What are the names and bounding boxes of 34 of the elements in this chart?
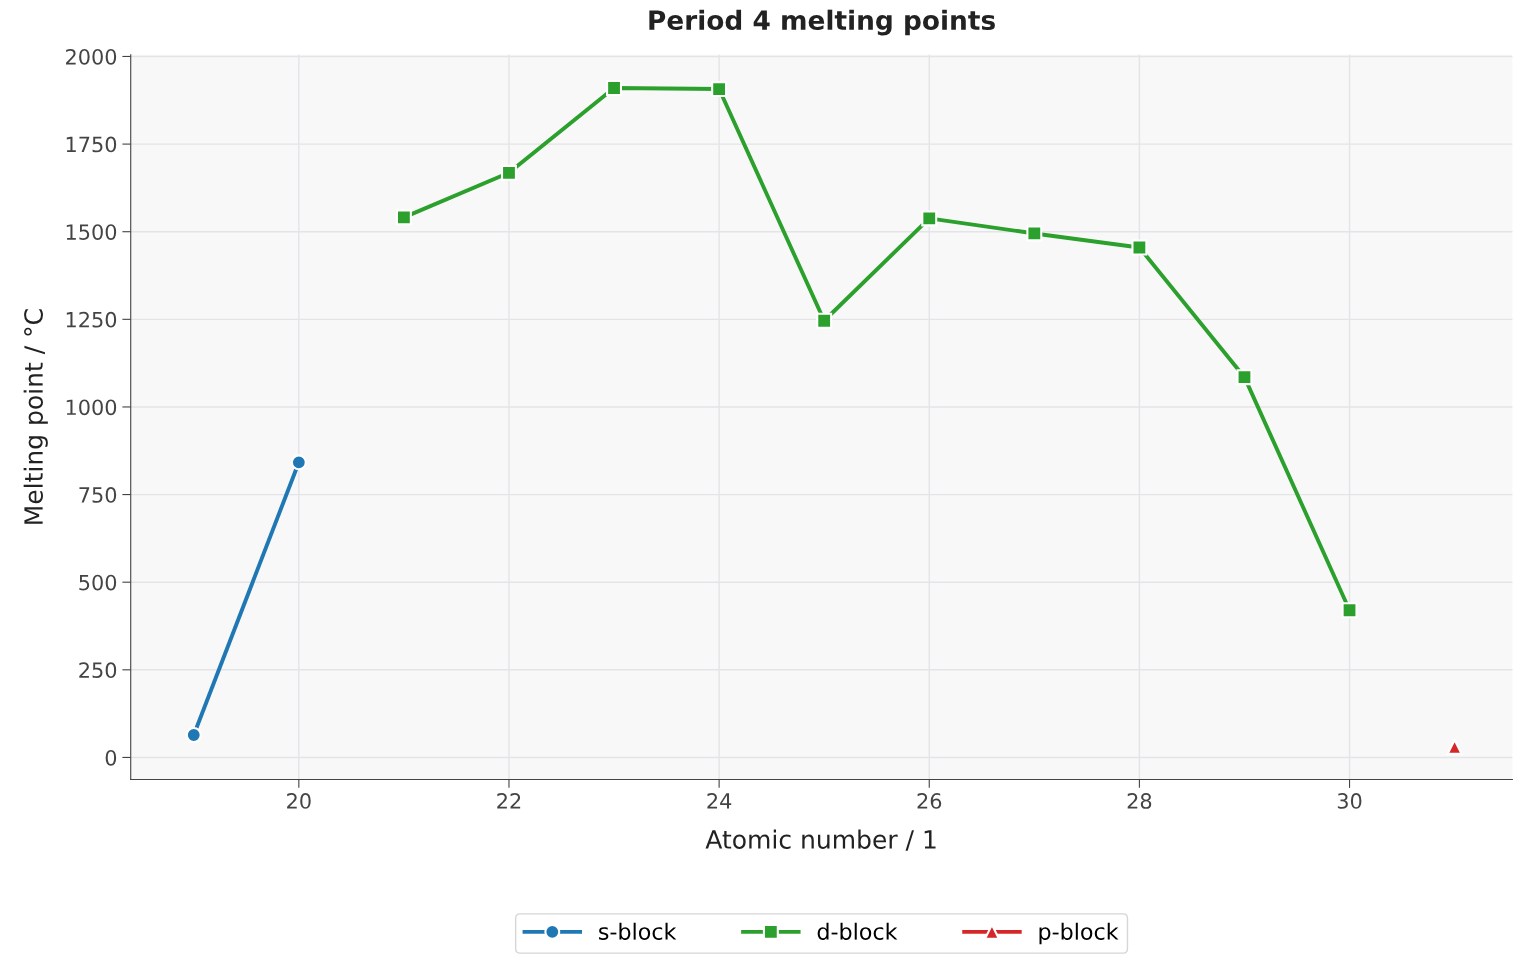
point (1236, 369, 1253, 386)
y-tick-label: 1000 (66, 399, 117, 416)
y-tick-label: 500 (79, 574, 117, 591)
point (1026, 225, 1043, 242)
point (711, 81, 728, 98)
x-axis-title: Atomic number / 1 (705, 829, 936, 851)
point (185, 727, 202, 743)
point (500, 164, 517, 181)
x-tick-label: 24 (707, 793, 732, 809)
y-tick-label: 2000 (66, 48, 117, 65)
x-tick-label: 20 (287, 793, 311, 809)
point (290, 454, 307, 471)
legend-label: s-block (599, 922, 677, 940)
legend-label: d-block (817, 922, 898, 940)
x-tick-label: 28 (1127, 793, 1152, 809)
x-tick-label: 26 (917, 793, 942, 809)
point (1446, 738, 1463, 755)
legend-label: p-block (1039, 922, 1119, 945)
point (395, 209, 412, 226)
point (1131, 239, 1148, 256)
y-tick-label: 1500 (66, 224, 117, 240)
y-tick-label: 0 (105, 749, 117, 766)
point (606, 80, 623, 96)
y-tick-label: 1750 (66, 136, 117, 153)
chart-title: Period 4 melting points (649, 9, 995, 36)
y-tick-label: 250 (79, 662, 117, 679)
x-tick-label: 22 (497, 793, 521, 809)
x-tick-label: 30 (1337, 793, 1362, 809)
y-axis-title: Melting point / °C (23, 309, 48, 524)
point (816, 312, 833, 329)
y-tick-label: 750 (79, 487, 117, 503)
y-tick-label: 1250 (66, 311, 117, 328)
point (921, 210, 938, 227)
point (1341, 602, 1358, 619)
